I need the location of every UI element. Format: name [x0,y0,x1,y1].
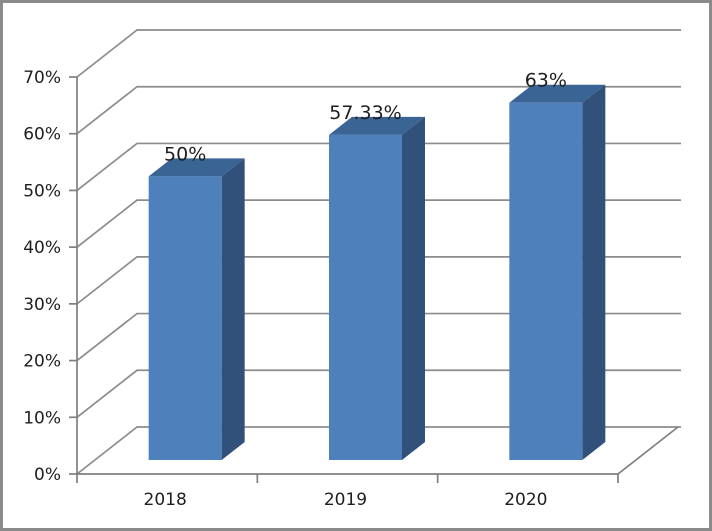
gridline [76,369,681,418]
gridline [76,426,681,475]
floor-right-edge [617,426,679,475]
y-axis-label: 60% [23,125,61,145]
y-axis-label: 40% [23,238,61,258]
bar-top-face [148,158,245,177]
bar-side-face [221,158,245,460]
bar-front-face [329,134,402,460]
y-axis-label: 0% [34,465,61,485]
bar-top-face [329,116,425,135]
gridline [76,312,681,362]
bar-chart-3d-canvas: 0% 10% 20% 30% 40% 50% 60% 70% 50% 2018 57.33% 2019… [23,29,681,510]
category-label: 2020 [504,490,547,510]
bar-2019 [329,116,425,460]
y-axis-label: 10% [23,408,61,428]
gridline [76,256,681,305]
bar-front-face [509,102,583,461]
bar-value-label: 63% [525,70,567,92]
bar-value-label: 57.33% [329,102,401,124]
bar-value-label: 50% [164,143,206,165]
gridline [76,142,681,192]
bar-front-face [148,176,222,460]
bar-2020 [509,84,606,461]
bar-side-face [582,84,606,461]
gridline [76,85,681,135]
gridline [76,199,681,248]
bar-top-face [509,84,606,103]
gridline [76,29,681,78]
y-axis-label: 50% [23,181,61,201]
bar-side-face [402,116,425,460]
y-axis-label: 30% [23,295,61,315]
category-label: 2018 [144,490,187,510]
bar-2018 [148,158,245,460]
y-axis-label: 70% [23,68,61,88]
category-label: 2019 [324,490,367,510]
y-axis-label: 20% [23,352,61,372]
